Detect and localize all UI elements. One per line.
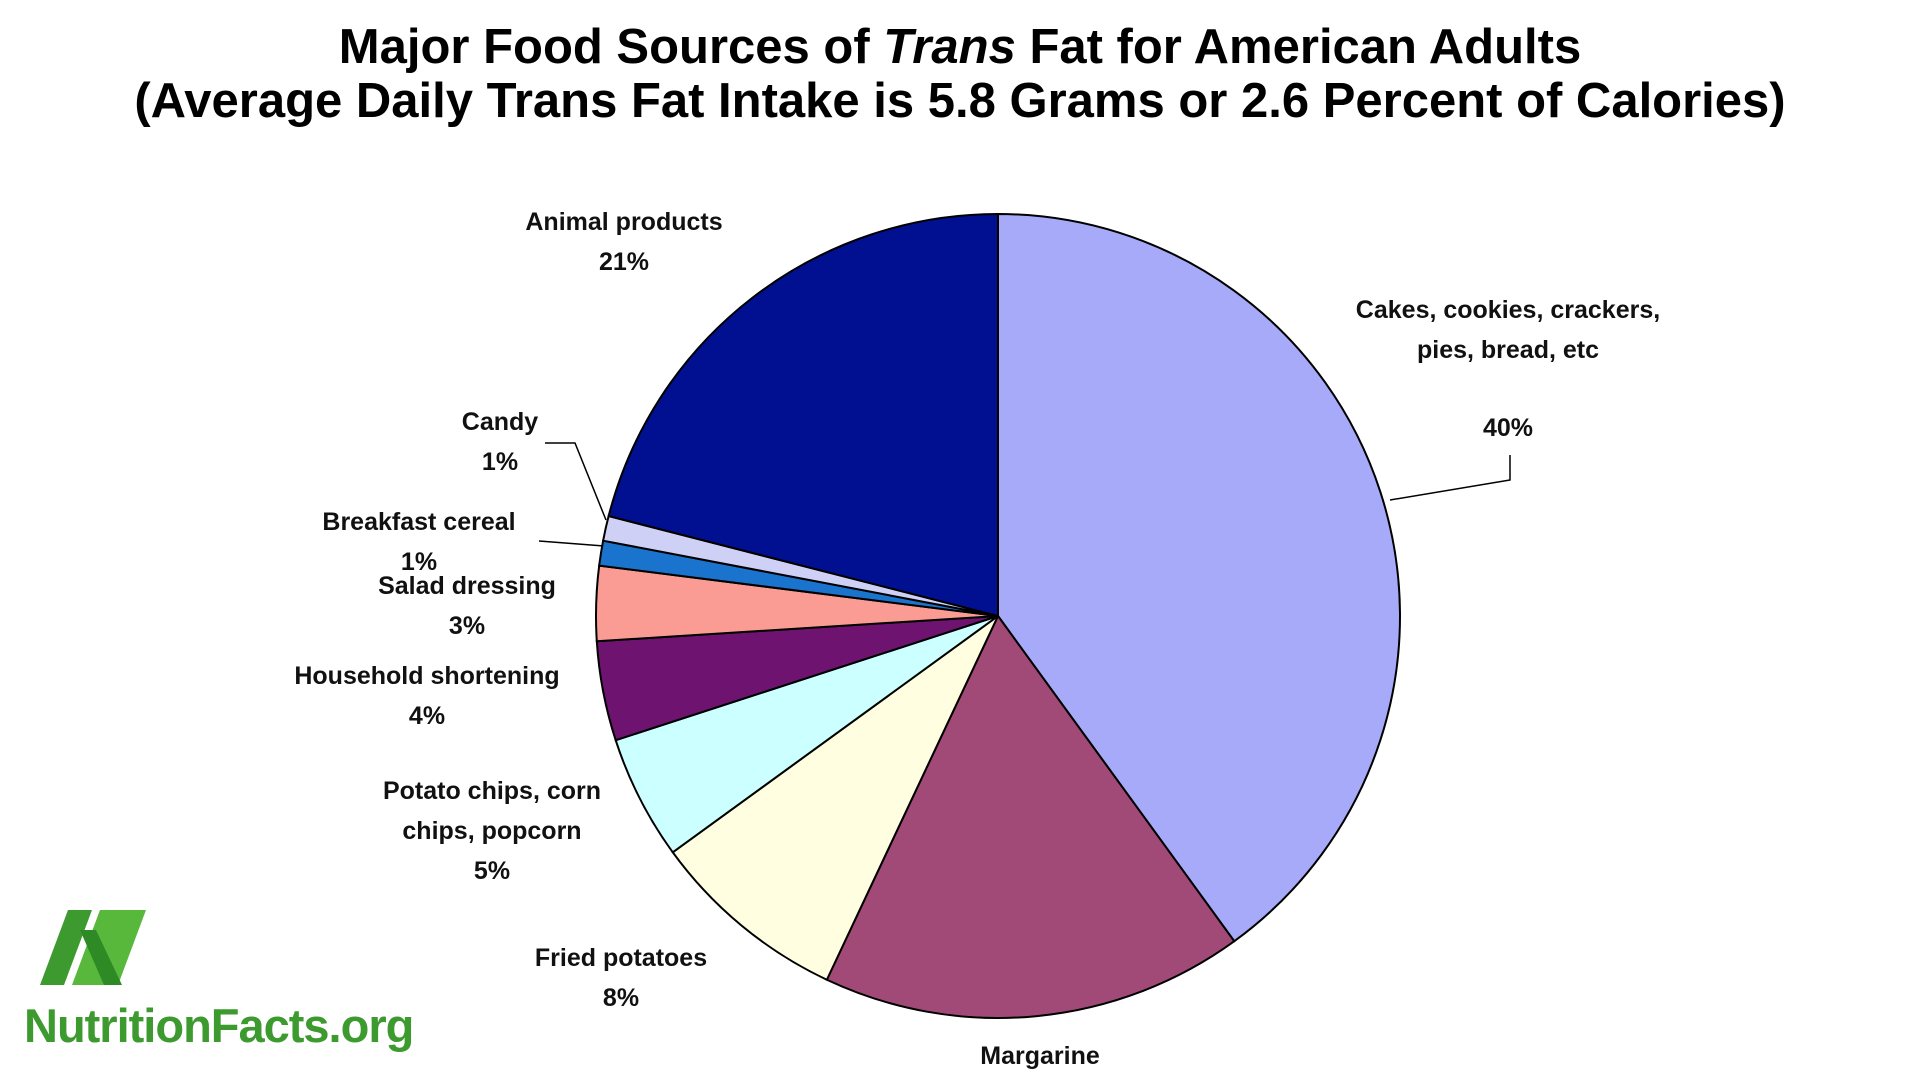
chart-title: Major Food Sources of Trans Fat for Amer… (0, 20, 1920, 74)
value-label: 3% (448, 612, 486, 640)
slice-label: Cakes, cookies, crackers, pies, bread, e… (1355, 296, 1661, 364)
slice-label: Salad dressing (378, 572, 556, 600)
leader-line (545, 442, 607, 521)
pie-slice (825, 614, 1236, 1019)
title-part: Trans (883, 20, 1016, 74)
value-label: 1% (400, 548, 438, 576)
title-part: Fat for American Adults (1015, 20, 1582, 74)
pie-slice (671, 615, 999, 982)
logo-icon (40, 910, 146, 985)
value-label: 40% (1482, 414, 1534, 442)
pie-slice (997, 212, 1401, 943)
logo-text: NutritionFacts.org (24, 999, 414, 1052)
value-label: 1% (481, 448, 519, 476)
value-label: 8% (602, 984, 640, 1012)
slice-label: Candy (461, 408, 539, 436)
slice-label: Margarine (980, 1042, 1100, 1070)
title-part: Major Food Sources of (338, 20, 884, 74)
leader-line (538, 540, 605, 547)
value-label: 5% (473, 857, 511, 885)
slice-label: Potato chips, corn chips, popcorn (382, 777, 602, 845)
leader-line (1389, 455, 1511, 501)
chart-subtitle: (Average Daily Trans Fat Intake is 5.8 G… (134, 74, 1786, 128)
value-label: 21% (598, 248, 650, 276)
value-label: 4% (408, 702, 446, 730)
slice-label: Breakfast cereal (322, 508, 516, 536)
slice-label: Animal products (525, 208, 723, 236)
slice-label: Household shortening (294, 662, 560, 690)
slice-label: Fried potatoes (534, 944, 708, 972)
pie-slice (607, 212, 999, 618)
